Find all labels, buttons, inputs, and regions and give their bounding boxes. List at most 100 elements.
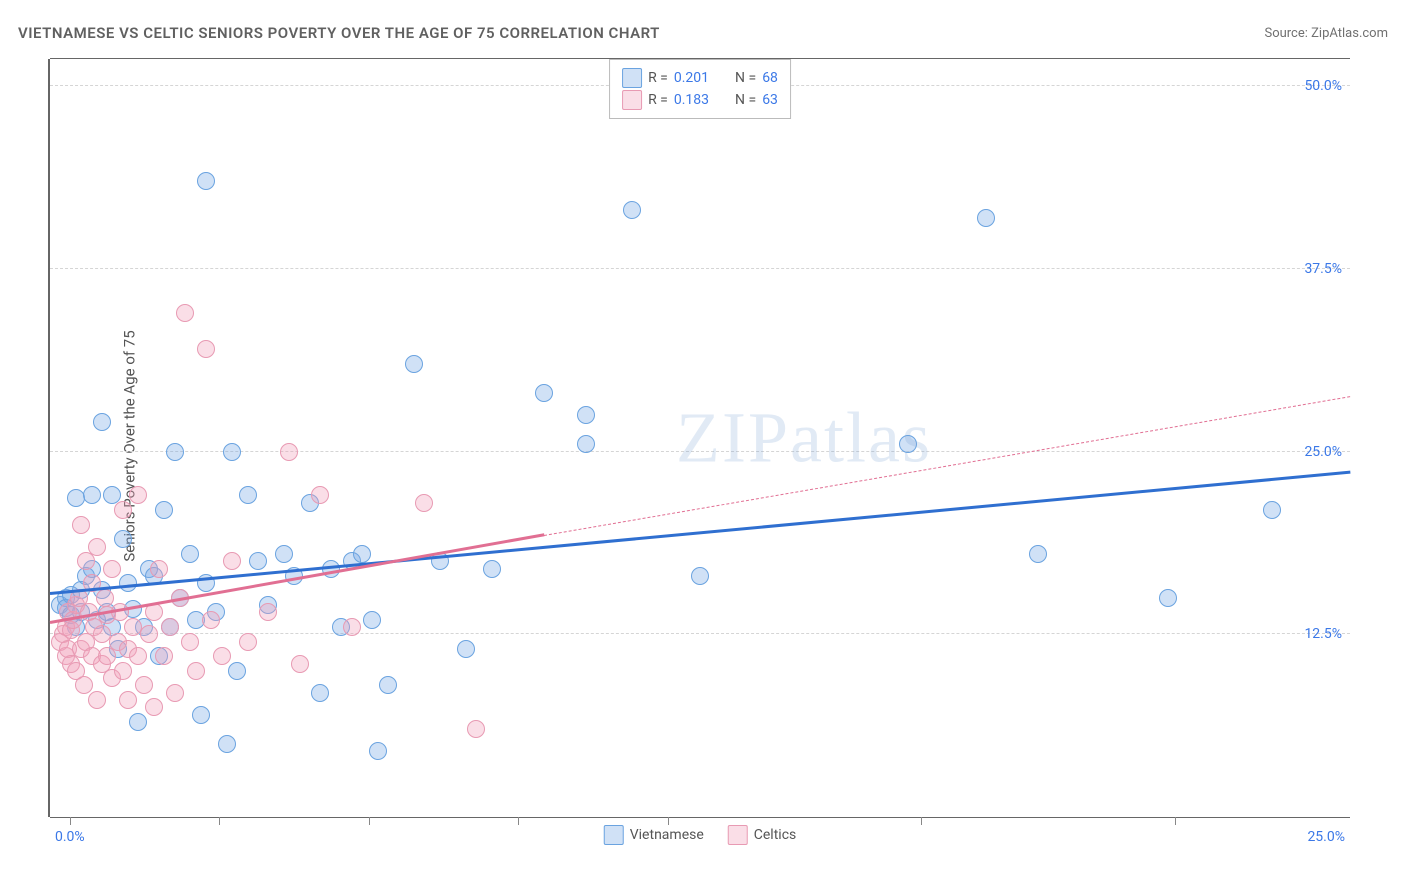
data-point-celtics (415, 494, 433, 512)
data-point-vietnamese (93, 413, 111, 431)
data-point-vietnamese (457, 640, 475, 658)
r-value-vietnamese: 0.201 (674, 70, 709, 86)
source-name: ZipAtlas.com (1311, 26, 1388, 41)
data-point-vietnamese (623, 201, 641, 219)
legend-label-celtics: Celtics (754, 827, 796, 843)
gridline (50, 451, 1350, 452)
data-point-celtics (114, 662, 132, 680)
data-point-vietnamese (311, 684, 329, 702)
data-point-vietnamese (977, 209, 995, 227)
data-point-vietnamese (577, 435, 595, 453)
data-point-celtics (140, 625, 158, 643)
x-tick (219, 817, 220, 825)
x-tick (921, 817, 922, 825)
data-point-vietnamese (166, 443, 184, 461)
swatch-vietnamese (622, 68, 642, 88)
data-point-vietnamese (691, 567, 709, 585)
data-point-celtics (129, 647, 147, 665)
data-point-vietnamese (228, 662, 246, 680)
data-point-vietnamese (369, 742, 387, 760)
y-tick-label: 50.0% (1304, 78, 1342, 94)
n-label: N = (735, 70, 756, 86)
legend-stats-box: R = 0.201 N = 68 R = 0.183 N = 63 (609, 59, 791, 119)
trendline (544, 397, 1350, 537)
data-point-vietnamese (577, 406, 595, 424)
x-tick (668, 817, 669, 825)
x-axis-max-label: 25.0% (1307, 829, 1345, 845)
source-prefix: Source: (1264, 26, 1311, 41)
data-point-vietnamese (218, 735, 236, 753)
data-point-celtics (259, 603, 277, 621)
data-point-celtics (291, 655, 309, 673)
legend-stats-row-vietnamese: R = 0.201 N = 68 (622, 68, 778, 88)
data-point-celtics (181, 633, 199, 651)
data-point-celtics (150, 560, 168, 578)
y-tick-label: 12.5% (1304, 626, 1342, 642)
data-point-celtics (103, 560, 121, 578)
data-point-celtics (135, 676, 153, 694)
x-tick (70, 817, 71, 825)
data-point-celtics (114, 501, 132, 519)
n-value-vietnamese: 68 (762, 70, 778, 86)
legend-stats-row-celtics: R = 0.183 N = 63 (622, 90, 778, 110)
data-point-celtics (202, 611, 220, 629)
data-point-celtics (223, 552, 241, 570)
y-tick-label: 25.0% (1304, 444, 1342, 460)
x-tick (518, 817, 519, 825)
data-point-celtics (187, 662, 205, 680)
chart-header: VIETNAMESE VS CELTIC SENIORS POVERTY OVE… (18, 18, 1388, 48)
data-point-celtics (467, 720, 485, 738)
gridline (50, 268, 1350, 269)
swatch-celtics (728, 825, 748, 845)
legend-item-celtics: Celtics (728, 825, 796, 845)
swatch-celtics (622, 90, 642, 110)
data-point-vietnamese (114, 530, 132, 548)
data-point-vietnamese (192, 706, 210, 724)
y-tick-label: 37.5% (1304, 261, 1342, 277)
data-point-vietnamese (1029, 545, 1047, 563)
data-point-vietnamese (353, 545, 371, 563)
n-label: N = (735, 92, 756, 108)
data-point-celtics (239, 633, 257, 651)
data-point-celtics (88, 538, 106, 556)
y-axis-line (48, 59, 50, 817)
data-point-celtics (155, 647, 173, 665)
data-point-celtics (197, 340, 215, 358)
data-point-vietnamese (239, 486, 257, 504)
data-point-vietnamese (223, 443, 241, 461)
data-point-vietnamese (899, 435, 917, 453)
data-point-celtics (129, 486, 147, 504)
data-point-celtics (72, 516, 90, 534)
data-point-celtics (311, 486, 329, 504)
data-point-vietnamese (483, 560, 501, 578)
watermark: ZIPatlas (676, 397, 932, 480)
r-label: R = (648, 70, 668, 86)
data-point-celtics (166, 684, 184, 702)
data-point-celtics (343, 618, 361, 636)
chart-source: Source: ZipAtlas.com (1264, 26, 1388, 41)
data-point-vietnamese (535, 384, 553, 402)
data-point-vietnamese (197, 172, 215, 190)
data-point-celtics (213, 647, 231, 665)
n-value-celtics: 63 (762, 92, 778, 108)
legend-item-vietnamese: Vietnamese (604, 825, 704, 845)
data-point-celtics (280, 443, 298, 461)
data-point-vietnamese (249, 552, 267, 570)
swatch-vietnamese (604, 825, 624, 845)
x-tick (1175, 817, 1176, 825)
r-label: R = (648, 92, 668, 108)
data-point-vietnamese (155, 501, 173, 519)
data-point-vietnamese (1159, 589, 1177, 607)
data-point-vietnamese (405, 355, 423, 373)
data-point-celtics (145, 698, 163, 716)
data-point-vietnamese (129, 713, 147, 731)
data-point-vietnamese (275, 545, 293, 563)
data-point-vietnamese (379, 676, 397, 694)
data-point-celtics (176, 304, 194, 322)
data-point-vietnamese (363, 611, 381, 629)
r-value-celtics: 0.183 (674, 92, 709, 108)
data-point-celtics (75, 676, 93, 694)
data-point-celtics (119, 691, 137, 709)
x-tick (369, 817, 370, 825)
data-point-vietnamese (181, 545, 199, 563)
